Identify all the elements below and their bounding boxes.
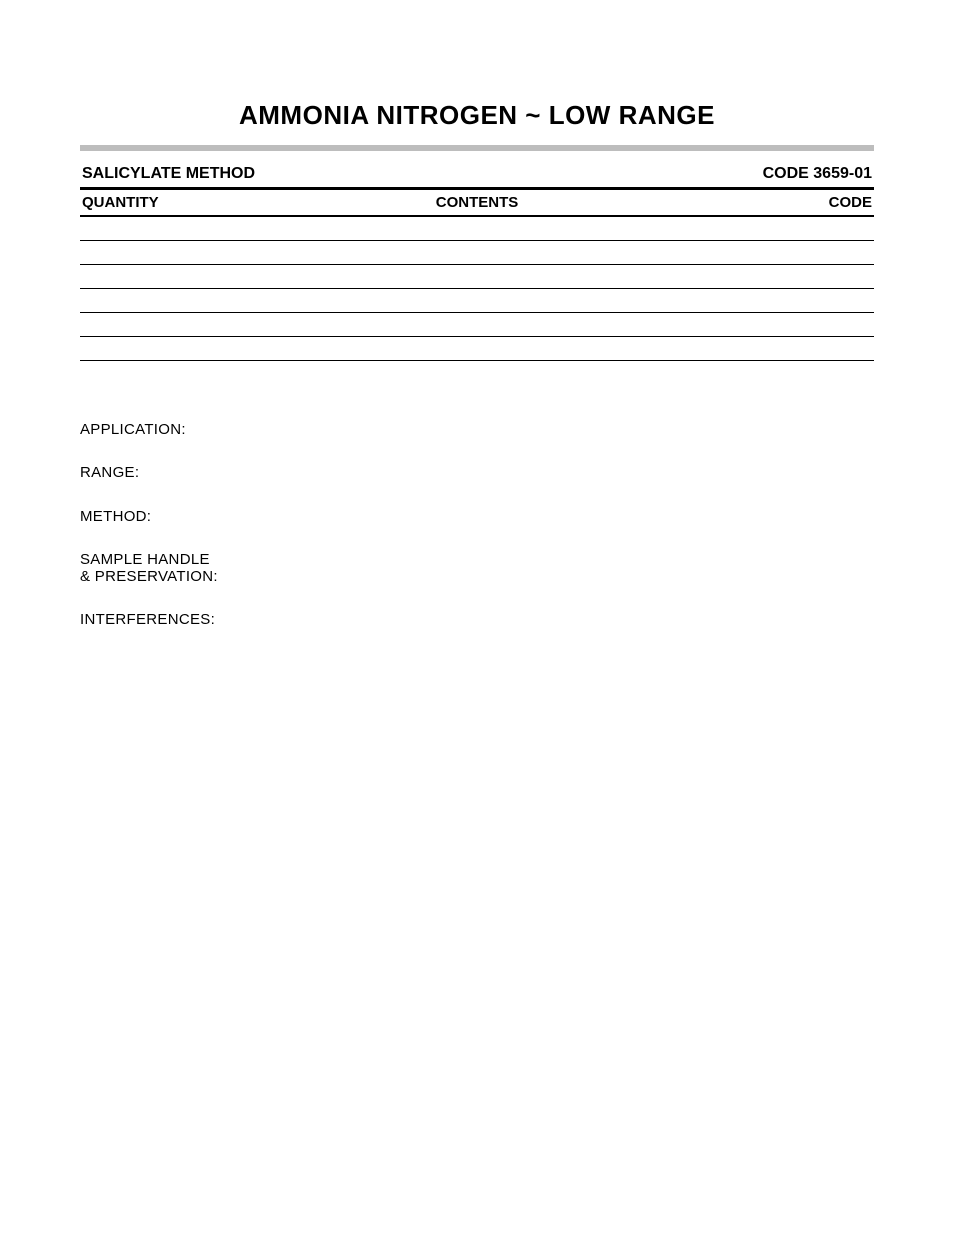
table-row: [80, 313, 874, 337]
table-row: [80, 241, 874, 265]
spec-list: APPLICATION: RANGE: METHOD: SAMPLE HANDLE &…: [80, 421, 874, 629]
spec-label: SAMPLE HANDLE & PRESERVATION:: [80, 551, 245, 586]
method-name: SALICYLATE METHOD: [82, 165, 255, 183]
spec-label: RANGE:: [80, 464, 245, 481]
col-header-contents: CONTENTS: [319, 194, 635, 211]
cell-contents: [330, 267, 640, 286]
cell-code: [640, 339, 872, 358]
spec-row: SAMPLE HANDLE & PRESERVATION:: [80, 551, 874, 586]
cell-contents: [319, 219, 635, 238]
spec-row: APPLICATION:: [80, 421, 874, 438]
col-header-code: CODE: [635, 194, 872, 211]
col-header-quantity: QUANTITY: [82, 194, 319, 211]
cell-contents: [330, 315, 640, 334]
cell-code: [640, 267, 872, 286]
spec-label: INTERFERENCES:: [80, 611, 245, 628]
cell-quantity: [98, 315, 330, 334]
cell-quantity: [98, 339, 330, 358]
code-label: CODE 3659-01: [763, 165, 872, 183]
table-row: [80, 289, 874, 313]
table-body: [80, 217, 874, 361]
cell-code: [635, 243, 872, 262]
cell-code: [640, 291, 872, 310]
cell-quantity: [82, 243, 319, 262]
spec-row: METHOD:: [80, 508, 874, 525]
divider-thick: [80, 145, 874, 151]
cell-contents: [319, 243, 635, 262]
cell-code: [635, 219, 872, 238]
cell-quantity: [98, 291, 330, 310]
cell-contents: [330, 291, 640, 310]
spec-label: METHOD:: [80, 508, 245, 525]
table-row: [80, 337, 874, 361]
page: AMMONIA NITROGEN ~ LOW RANGE SALICYLATE …: [0, 0, 954, 1235]
table-row: [80, 265, 874, 289]
spec-label: APPLICATION:: [80, 421, 245, 438]
spec-row: INTERFERENCES:: [80, 611, 874, 628]
cell-quantity: [98, 267, 330, 286]
page-title: AMMONIA NITROGEN ~ LOW RANGE: [80, 100, 874, 131]
spec-row: RANGE:: [80, 464, 874, 481]
subheader-row: SALICYLATE METHOD CODE 3659-01: [80, 165, 874, 190]
contents-table: QUANTITY CONTENTS CODE: [80, 190, 874, 361]
cell-quantity: [82, 219, 319, 238]
cell-code: [640, 315, 872, 334]
cell-contents: [330, 339, 640, 358]
table-row: [80, 217, 874, 241]
table-header: QUANTITY CONTENTS CODE: [80, 190, 874, 217]
